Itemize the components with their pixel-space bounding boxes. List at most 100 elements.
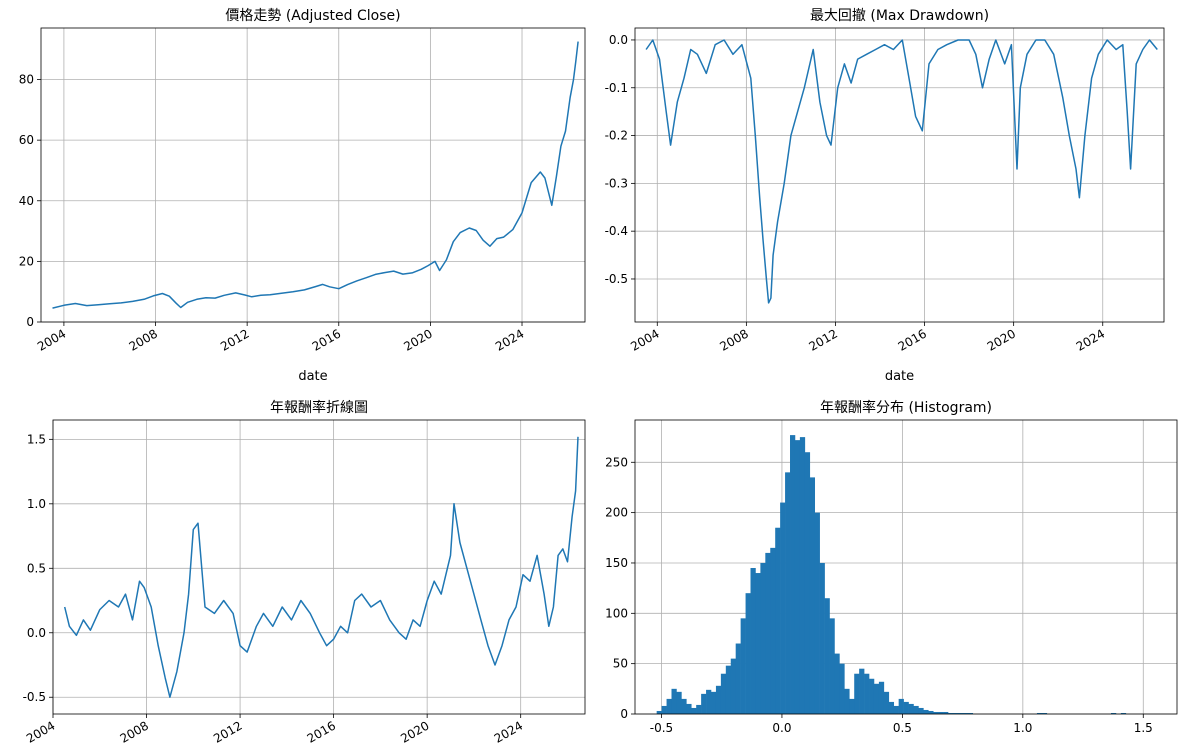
histogram-bar	[770, 547, 776, 714]
x-tick-label: 2012	[807, 326, 840, 353]
histogram-bar	[1110, 712, 1117, 714]
histogram-bar	[661, 705, 667, 714]
histogram-bar	[1041, 712, 1048, 714]
histogram-bar	[957, 712, 964, 714]
x-tick-label: 2004	[35, 326, 68, 353]
histogram-bar	[1120, 712, 1127, 714]
histogram-bar	[869, 678, 875, 714]
histogram-bar	[765, 552, 771, 714]
x-tick-label: 2004	[628, 326, 661, 353]
histogram-bar	[706, 689, 712, 714]
histogram-bar	[711, 691, 717, 714]
histogram-bar	[745, 593, 751, 714]
histogram-bar	[859, 668, 865, 714]
y-tick-label: 80	[19, 73, 34, 87]
histogram-bar	[730, 658, 736, 714]
x-tick-label: 2016	[310, 326, 343, 353]
y-tick-label: 1.0	[27, 497, 46, 511]
x-tick-label: 2012	[211, 718, 244, 745]
chart-title: 年報酬率折線圖	[270, 399, 368, 416]
histogram-bar	[804, 452, 811, 714]
y-tick-label: 20	[19, 254, 34, 268]
x-axis-label: date	[885, 369, 914, 384]
histogram-bar	[834, 653, 840, 714]
histogram-bar	[873, 683, 880, 714]
axes-frame	[634, 27, 1165, 323]
x-tick-label: 2016	[305, 718, 338, 745]
histogram-bar	[888, 701, 895, 714]
histogram-bar	[671, 688, 677, 714]
histogram-bar	[785, 472, 791, 714]
histogram-bar	[701, 693, 707, 714]
histogram-bar	[839, 663, 845, 714]
histogram-bar	[780, 502, 786, 714]
histogram-bar	[686, 703, 692, 714]
histogram-bar	[794, 440, 801, 714]
histogram-bar	[824, 598, 830, 714]
axes-frame	[52, 419, 586, 715]
histogram-bar	[938, 711, 944, 714]
histogram-bar	[809, 477, 816, 714]
y-tick-label: -0.1	[605, 81, 628, 95]
chart-title: 最大回撤 (Max Drawdown)	[810, 8, 989, 24]
y-tick-label: -0.5	[605, 272, 628, 286]
histogram-bar	[735, 643, 741, 714]
x-tick-label: 1.5	[1134, 721, 1153, 735]
x-tick-label: 2016	[896, 326, 929, 353]
histogram-bar	[814, 512, 820, 714]
y-tick-label: -0.3	[605, 176, 628, 190]
x-tick-label: 2004	[24, 718, 57, 745]
histogram-bars	[656, 435, 1127, 714]
histogram-bar	[893, 705, 899, 714]
histogram-bar	[799, 437, 806, 714]
histogram-bar	[918, 707, 924, 714]
histogram-bar	[952, 712, 959, 714]
annual-return-line: 年報酬率折線圖 2004 2008 2012 2016 2020 2024 1.5 1.0 0.5…	[23, 399, 586, 746]
histogram-bar	[725, 665, 732, 714]
x-tick-label: 0.5	[893, 721, 912, 735]
y-tick-label: 0	[620, 707, 628, 721]
histogram-bar	[967, 712, 974, 714]
histogram-bar	[755, 573, 761, 714]
x-tick-label: 2008	[118, 718, 151, 745]
histogram-bar	[666, 698, 672, 714]
histogram-bar	[760, 562, 766, 714]
axes-frame	[40, 27, 586, 323]
series-line	[52, 41, 579, 309]
histogram-bar	[948, 712, 954, 714]
x-tick-label: 2024	[492, 718, 525, 745]
y-tick-label: 0.0	[27, 626, 46, 640]
y-tick-label: 200	[605, 506, 628, 520]
y-tick-label: 40	[19, 194, 34, 208]
histogram-bar	[898, 698, 904, 714]
x-tick-label: 2020	[398, 718, 431, 745]
grid	[52, 420, 585, 714]
chart-title: 年報酬率分布 (Histogram)	[820, 399, 992, 416]
histogram-bar	[656, 710, 662, 714]
x-tick-label: 2008	[127, 326, 160, 353]
histogram-bar	[849, 698, 855, 714]
y-tick-label: -0.2	[605, 129, 628, 143]
x-tick-label: 2012	[218, 326, 251, 353]
y-tick-label: 150	[605, 556, 628, 570]
y-tick-label: 100	[605, 606, 628, 620]
histogram-bar	[676, 691, 682, 714]
x-tick-label: 2024	[1074, 326, 1107, 353]
price-chart: 價格走勢 (Adjusted Close)2004 2008 2012 2016 202…	[19, 7, 586, 384]
histogram-bar	[715, 685, 722, 714]
histogram-bar	[819, 562, 825, 714]
histogram-bar	[962, 712, 969, 714]
histogram-bar	[1036, 712, 1043, 714]
y-tick-label: 0.5	[27, 561, 46, 575]
histogram-bar	[864, 673, 870, 714]
axes-frame	[634, 419, 1178, 715]
grid	[635, 28, 1164, 322]
y-tick-label: 1.5	[27, 432, 46, 446]
histogram-bar	[943, 711, 949, 714]
histogram-bar	[903, 701, 909, 714]
histogram-bar	[844, 688, 850, 714]
y-tick-label: 0	[26, 315, 34, 329]
histogram-bar	[878, 681, 885, 714]
x-tick-label: 0.0	[772, 721, 791, 735]
return-histogram: 年報酬率分布 (Histogram) -0.5 0.0 0.5 1.0 1.5 0 50 100…	[605, 399, 1178, 735]
